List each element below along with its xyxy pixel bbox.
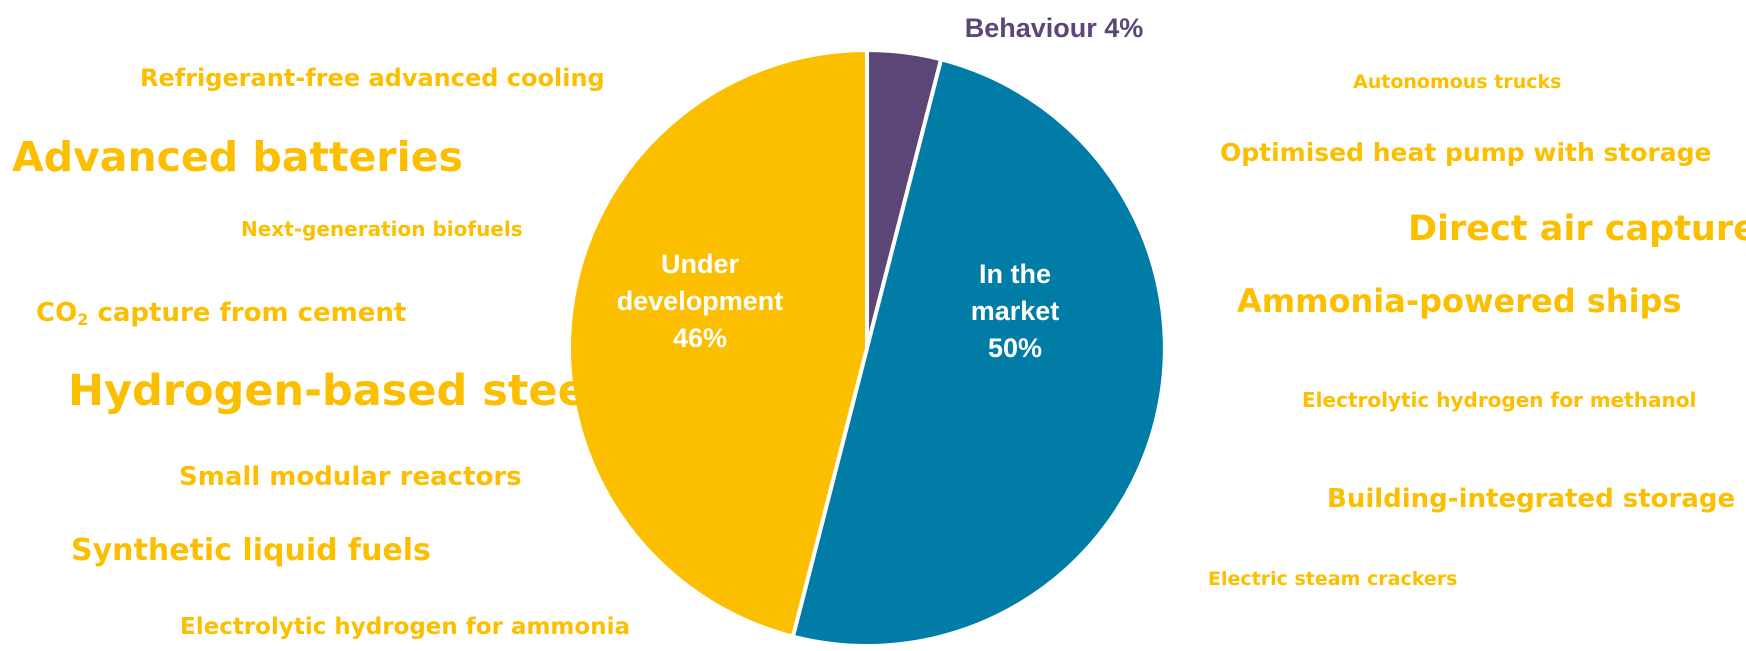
- pie-slice-development: [567, 48, 869, 639]
- tech-ammonia-powered-ships: Ammonia-powered ships: [1237, 282, 1682, 320]
- tech-co2-capture-cement: CO2 capture from cement: [36, 300, 406, 328]
- tech-advanced-batteries: Advanced batteries: [12, 133, 463, 181]
- pie-label-development: Under development 46%: [617, 249, 784, 353]
- tech-electric-steam-crackers: Electric steam crackers: [1208, 568, 1458, 590]
- tech-synthetic-liquid-fuels: Synthetic liquid fuels: [71, 533, 431, 568]
- co2-subscript: 2: [77, 310, 89, 330]
- tech-autonomous-trucks: Autonomous trucks: [1353, 71, 1562, 93]
- tech-electrolytic-hydrogen-ammonia: Electrolytic hydrogen for ammonia: [180, 614, 630, 640]
- tech-hydrogen-based-steel: Hydrogen-based steel: [68, 366, 602, 416]
- co2-prefix: CO: [36, 298, 78, 328]
- pie-slice-market: [790, 57, 1167, 648]
- tech-building-integrated-storage: Building-integrated storage: [1327, 484, 1736, 514]
- pie-label-market: In the market 50%: [971, 259, 1060, 363]
- tech-refrigerant-free-cooling: Refrigerant-free advanced cooling: [140, 64, 605, 92]
- tech-next-gen-biofuels: Next-generation biofuels: [241, 217, 523, 241]
- tech-electrolytic-hydrogen-methanol: Electrolytic hydrogen for methanol: [1302, 388, 1697, 412]
- tech-optimised-heat-pump: Optimised heat pump with storage: [1220, 138, 1712, 167]
- co2-suffix: capture from cement: [88, 298, 407, 328]
- tech-small-modular-reactors: Small modular reactors: [179, 462, 522, 492]
- pie-label-behaviour: Behaviour 4%: [965, 13, 1144, 43]
- tech-direct-air-capture: Direct air capture: [1408, 209, 1746, 249]
